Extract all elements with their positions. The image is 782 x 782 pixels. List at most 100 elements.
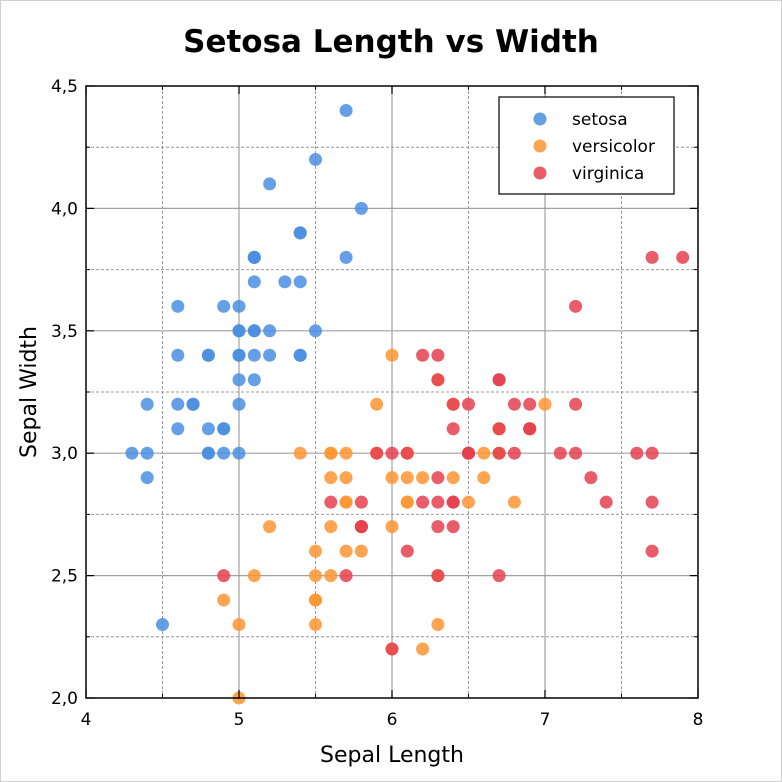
virginica-point bbox=[354, 495, 368, 509]
x-tick-label: 6 bbox=[387, 710, 398, 730]
virginica-point bbox=[492, 446, 506, 460]
setosa-point bbox=[140, 446, 154, 460]
versicolor-point bbox=[324, 446, 338, 460]
virginica-point bbox=[217, 569, 231, 583]
virginica-point bbox=[446, 397, 460, 411]
versicolor-point bbox=[354, 544, 368, 558]
setosa-point bbox=[354, 201, 368, 215]
setosa-point bbox=[293, 226, 307, 240]
setosa-point bbox=[217, 446, 231, 460]
setosa-point bbox=[339, 250, 353, 264]
versicolor-point bbox=[232, 618, 246, 632]
legend-label-setosa: setosa bbox=[572, 110, 628, 130]
y-tick-label: 3,0 bbox=[51, 444, 78, 464]
virginica-point bbox=[645, 544, 659, 558]
setosa-point bbox=[217, 299, 231, 313]
setosa-point bbox=[309, 152, 322, 166]
virginica-point bbox=[645, 495, 659, 509]
setosa-point bbox=[309, 324, 322, 338]
y-tick-label: 4,0 bbox=[51, 199, 78, 219]
virginica-point bbox=[569, 397, 583, 411]
virginica-point bbox=[553, 446, 567, 460]
versicolor-point bbox=[309, 569, 322, 583]
setosa-point bbox=[247, 250, 261, 264]
points bbox=[125, 103, 690, 705]
virginica-point bbox=[385, 642, 399, 656]
virginica-point bbox=[385, 446, 399, 460]
virginica-point bbox=[462, 397, 475, 411]
y-tick-label: 3,5 bbox=[51, 322, 78, 342]
legend-marker-virginica bbox=[533, 166, 547, 180]
setosa-point bbox=[186, 397, 200, 411]
virginica-point bbox=[339, 569, 353, 583]
virginica-point bbox=[492, 422, 506, 436]
versicolor-point bbox=[385, 520, 399, 534]
x-tick-label: 4 bbox=[81, 710, 92, 730]
versicolor-point bbox=[339, 471, 353, 485]
versicolor-point bbox=[247, 569, 261, 583]
virginica-point bbox=[645, 250, 659, 264]
versicolor-point bbox=[462, 495, 475, 509]
virginica-point bbox=[569, 446, 583, 460]
versicolor-point bbox=[324, 569, 338, 583]
setosa-point bbox=[247, 348, 261, 362]
setosa-point bbox=[232, 446, 246, 460]
versicolor-point bbox=[339, 446, 353, 460]
ticks: 4 5 6 7 8 2,0 2,5 3,0 3,5 4,0 4,5 bbox=[51, 77, 703, 730]
versicolor-point bbox=[477, 446, 491, 460]
setosa-point bbox=[125, 446, 139, 460]
setosa-point bbox=[293, 348, 307, 362]
setosa-point bbox=[232, 324, 246, 338]
virginica-point bbox=[324, 495, 338, 509]
versicolor-point bbox=[339, 544, 353, 558]
setosa-point bbox=[171, 348, 185, 362]
versicolor-point bbox=[477, 471, 491, 485]
versicolor-point bbox=[309, 618, 322, 632]
setosa-point bbox=[171, 299, 185, 313]
versicolor-point bbox=[324, 471, 338, 485]
versicolor-point bbox=[309, 593, 322, 607]
virginica-point bbox=[630, 446, 644, 460]
setosa-point bbox=[201, 422, 215, 436]
setosa-point bbox=[263, 324, 277, 338]
virginica-point bbox=[431, 495, 445, 509]
x-tick-label: 8 bbox=[693, 710, 704, 730]
y-axis-label: Sepal Width bbox=[17, 326, 42, 458]
virginica-point bbox=[446, 495, 460, 509]
virginica-point bbox=[416, 348, 430, 362]
virginica-point bbox=[431, 373, 445, 387]
y-tick-label: 2,0 bbox=[51, 689, 78, 709]
virginica-point bbox=[507, 446, 521, 460]
versicolor-point bbox=[431, 618, 445, 632]
virginica-point bbox=[354, 520, 368, 534]
virginica-point bbox=[446, 520, 460, 534]
virginica-point bbox=[523, 397, 537, 411]
x-tick-label: 5 bbox=[234, 710, 245, 730]
y-tick-label: 4,5 bbox=[51, 77, 78, 97]
virginica-point bbox=[523, 422, 537, 436]
virginica-point bbox=[462, 446, 475, 460]
virginica-point bbox=[400, 544, 414, 558]
setosa-point bbox=[201, 446, 215, 460]
setosa-point bbox=[217, 422, 231, 436]
virginica-point bbox=[370, 446, 384, 460]
setosa-point bbox=[232, 397, 246, 411]
virginica-point bbox=[416, 495, 430, 509]
versicolor-point bbox=[416, 642, 430, 656]
legend-box bbox=[498, 96, 675, 195]
setosa-point bbox=[339, 103, 353, 117]
legend-marker-versicolor bbox=[533, 139, 547, 153]
virginica-point bbox=[400, 446, 414, 460]
virginica-point bbox=[676, 250, 690, 264]
virginica-point bbox=[507, 397, 521, 411]
virginica-point bbox=[431, 569, 445, 583]
virginica-point bbox=[431, 520, 445, 534]
legend: setosa versicolor virginica bbox=[498, 96, 675, 195]
versicolor-point bbox=[263, 520, 277, 534]
versicolor-point bbox=[217, 593, 231, 607]
setosa-point bbox=[263, 348, 277, 362]
versicolor-point bbox=[416, 471, 430, 485]
setosa-point bbox=[293, 275, 307, 289]
setosa-point bbox=[232, 348, 246, 362]
